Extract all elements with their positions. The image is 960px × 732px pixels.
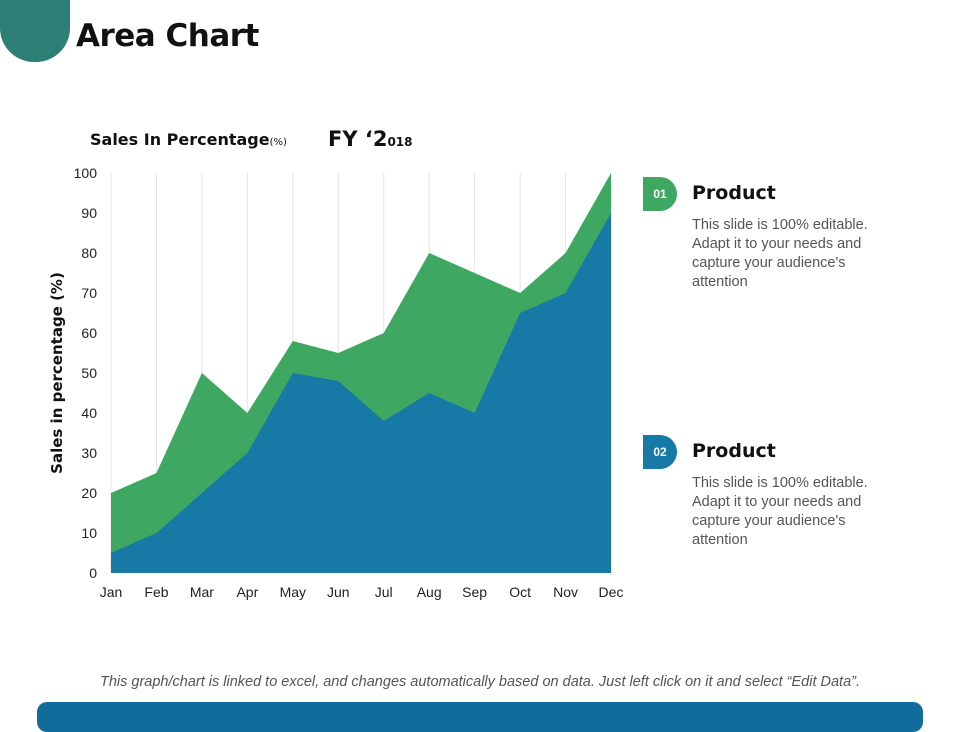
- x-tick-label: Jun: [327, 584, 350, 600]
- fiscal-year-suffix: 018: [387, 135, 413, 149]
- fiscal-year-prefix: FY ‘2: [328, 127, 388, 151]
- y-tick-label: 20: [81, 485, 97, 501]
- y-tick-label: 0: [89, 565, 97, 581]
- x-tick-label: Apr: [236, 584, 258, 600]
- y-tick-label: 30: [81, 445, 97, 461]
- x-tick-label: Sep: [462, 584, 487, 600]
- chart-heading: Sales In Percentage(%): [90, 130, 287, 149]
- x-tick-label: Nov: [553, 584, 578, 600]
- y-tick-label: 60: [81, 325, 97, 341]
- x-axis-ticks: Jan Feb Mar Apr May Jun Jul Aug Sep Oct Nov Dec: [100, 584, 624, 600]
- y-tick-label: 10: [81, 525, 97, 541]
- x-tick-label: Mar: [190, 584, 214, 600]
- area-series-2: [111, 213, 611, 573]
- y-tick-label: 80: [81, 245, 97, 261]
- y-tick-label: 70: [81, 285, 97, 301]
- legend-badge-02: 02: [643, 435, 677, 469]
- legend-badge-01: 01: [643, 177, 677, 211]
- chart-heading-unit: (%): [269, 137, 287, 148]
- y-tick-label: 100: [74, 165, 98, 181]
- y-tick-label: 40: [81, 405, 97, 421]
- y-axis-ticks: 0 10 20 30 40 50 60 70 80 90 100: [74, 165, 98, 581]
- bottom-bar: [37, 702, 923, 732]
- x-tick-label: Aug: [417, 584, 442, 600]
- legend-title-01: Product: [692, 182, 776, 204]
- x-tick-label: Jan: [100, 584, 123, 600]
- legend-description-01: This slide is 100% editable. Adapt it to…: [692, 217, 868, 290]
- chart-areas: [111, 173, 611, 573]
- footnote: This graph/chart is linked to excel, and…: [99, 674, 861, 690]
- page-title: Area Chart: [76, 18, 259, 54]
- fiscal-year-label: FY ‘2018: [328, 127, 413, 151]
- x-tick-label: May: [280, 584, 306, 600]
- legend-title-02: Product: [692, 440, 776, 462]
- x-tick-label: Feb: [144, 584, 168, 600]
- y-axis-label: Sales in percentage (%): [48, 272, 66, 474]
- y-tick-label: 90: [81, 205, 97, 221]
- y-tick-label: 50: [81, 365, 97, 381]
- legend-description-02: This slide is 100% editable. Adapt it to…: [692, 475, 868, 548]
- chart-heading-text: Sales In Percentage: [90, 130, 270, 149]
- corner-accent-tab: [0, 0, 70, 62]
- x-tick-label: Dec: [599, 584, 624, 600]
- x-tick-label: Oct: [509, 584, 531, 600]
- x-tick-label: Jul: [375, 584, 393, 600]
